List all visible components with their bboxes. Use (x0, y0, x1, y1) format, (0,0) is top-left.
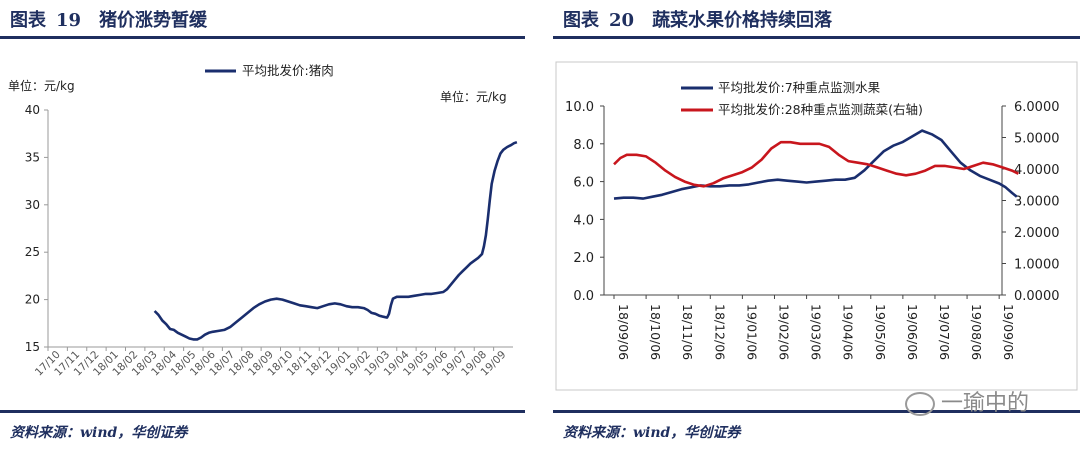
x-tick-label: 19/01/06 (744, 304, 759, 360)
x-tick-label: 18/12/06 (712, 304, 727, 360)
right-y-tick-label: 2.0000 (1014, 226, 1060, 241)
x-tick-label: 19/06/06 (905, 304, 920, 360)
right-title-text: 蔬菜水果价格持续回落 (652, 10, 833, 31)
x-tick-label: 18/09/06 (616, 304, 631, 360)
x-tick-label: 19/09/06 (1001, 304, 1016, 360)
watermark: 一瑜中的 (905, 385, 1029, 417)
left-y-tick-label: 0.0 (573, 289, 594, 304)
right-y-tick-label: 4.0000 (1014, 163, 1060, 178)
left-title-rule (0, 36, 525, 39)
x-tick-label: 19/02/06 (776, 304, 791, 360)
y-tick-label: 35 (25, 150, 40, 164)
right-y-tick-label: 1.0000 (1014, 258, 1060, 273)
right-y-tick-label: 0.0000 (1014, 289, 1060, 304)
right-figure-panel: 图表 20 蔬菜水果价格持续回落 0.0 2.0 4.0 6.0 8.0 10.0 0.0000… (553, 0, 1080, 450)
left-source-rule (0, 410, 525, 413)
right-y-tick-label: 6.0000 (1014, 100, 1060, 115)
left-source-note: 资料来源：wind，华创证券 (10, 425, 188, 441)
left-title-text: 猪价涨势暂缓 (99, 10, 208, 31)
legend-label: 平均批发价:28种重点监测蔬菜(右轴) (718, 102, 923, 117)
legend-label: 平均批发价:7种重点监测水果 (718, 80, 881, 95)
left-y-tick-label: 6.0 (573, 176, 594, 191)
x-tick-label: 19/07/06 (937, 304, 952, 360)
vegetable-price-line (613, 140, 1019, 188)
right-title-number: 20 (609, 10, 635, 31)
left-figure-title: 图表 19 猪价涨势暂缓 (10, 6, 207, 32)
y-tick-label: 20 (25, 293, 40, 307)
right-source-rule (553, 410, 1080, 413)
x-tick-label: 18/10/06 (648, 304, 663, 360)
left-y-tick-label: 4.0 (573, 213, 594, 228)
y-tick-label: 30 (25, 198, 40, 212)
wechat-icon (905, 392, 935, 416)
legend-label: 平均批发价:猪肉 (242, 63, 334, 78)
right-title-prefix: 图表 (563, 10, 599, 31)
y-tick-label: 25 (25, 245, 40, 259)
left-y-tick-label: 8.0 (573, 138, 594, 153)
right-title-rule (553, 36, 1080, 39)
x-tick-label: 19/03/06 (809, 304, 824, 360)
left-y-tick-label: 2.0 (573, 251, 594, 266)
x-tick-label: 19/04/06 (841, 304, 856, 360)
pork-price-chart: 单位：元/kg单位：元/kg15202530354017/1017/1117/1… (8, 63, 518, 379)
left-y-tick-label: 10.0 (565, 100, 594, 115)
right-source-note: 资料来源：wind，华创证券 (563, 425, 741, 441)
left-title-number: 19 (56, 10, 82, 31)
right-unit-label: 单位：元/kg (440, 89, 507, 104)
x-tick-label: 19/05/06 (873, 304, 888, 360)
fruit-price-line (613, 129, 1018, 200)
y-tick-label: 15 (25, 340, 40, 354)
chart-frame (555, 61, 1078, 391)
y-tick-label: 40 (25, 103, 40, 117)
x-tick-label: 18/11/06 (680, 304, 695, 360)
left-title-prefix: 图表 (10, 10, 46, 31)
pork-price-line (153, 140, 518, 341)
left-figure-panel: 图表 19 猪价涨势暂缓 单位：元/kg 单位：元/kg 15 20 25 30 35 40 17/… (0, 0, 525, 450)
right-figure-title: 图表 20 蔬菜水果价格持续回落 (563, 6, 832, 32)
watermark-text: 一瑜中的 (941, 391, 1030, 416)
right-y-tick-label: 3.0000 (1014, 195, 1060, 210)
right-y-tick-label: 5.0000 (1014, 132, 1060, 147)
left-unit-label: 单位：元/kg (8, 78, 75, 93)
x-tick-label: 19/08/06 (969, 304, 984, 360)
fruit-vegetable-price-chart: 0.0 2.0 4.0 6.0 8.0 10.0 0.0000 1.0000 2.0000 3.0… (555, 61, 1078, 391)
